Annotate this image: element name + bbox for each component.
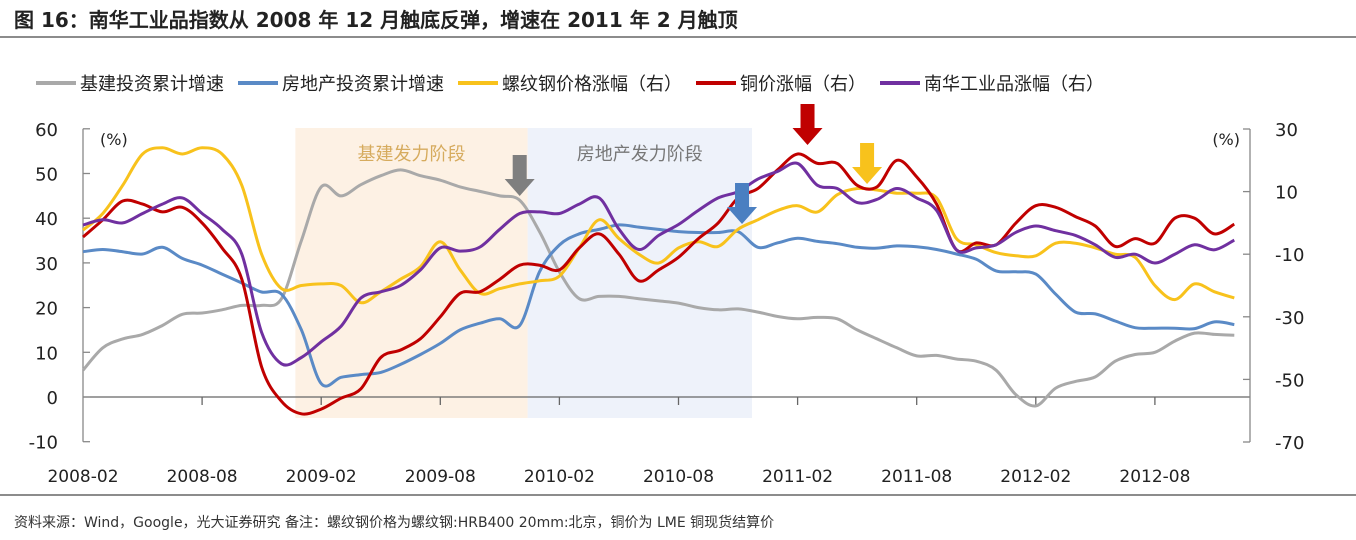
x-tick-label: 2010-08: [643, 467, 714, 487]
left-tick-label: 0: [47, 388, 58, 409]
legend-swatch: [458, 81, 498, 85]
left-tick-label: 30: [35, 254, 58, 275]
series-line-rebar: [82, 146, 1235, 305]
left-tick-label: 50: [35, 165, 58, 186]
series-line-nanhua: [82, 161, 1236, 367]
legend-swatch: [36, 81, 76, 85]
legend-label: 螺纹钢价格涨幅（右）: [502, 74, 682, 95]
x-tick-label: 2008-08: [167, 467, 238, 487]
legend-label: 南华工业品涨幅（右）: [924, 74, 1104, 95]
left-tick-label: 60: [35, 120, 58, 141]
stage-band: [527, 128, 752, 418]
left-tick-label: 20: [35, 299, 58, 320]
right-tick-label: 10: [1275, 183, 1298, 204]
down-arrow-icon: [852, 143, 883, 184]
legend-swatch: [696, 81, 736, 85]
x-tick-label: 2011-02: [762, 467, 833, 487]
x-tick-label: 2012-02: [1000, 467, 1071, 487]
right-tick-label: -10: [1275, 245, 1304, 266]
legend-label: 基建投资累计增速: [80, 74, 224, 95]
left-tick-label: 40: [35, 209, 58, 230]
legend-item: 铜价涨幅（右）: [696, 70, 866, 96]
right-tick-label: -50: [1275, 370, 1304, 391]
series-line-real-estate: [82, 223, 1235, 388]
chart-legend: 基建投资累计增速 房地产投资累计增速 螺纹钢价格涨幅（右） 铜价涨幅（右） 南华…: [36, 70, 1104, 96]
x-tick-label: 2012-08: [1119, 467, 1190, 487]
right-tick-label: -70: [1275, 433, 1304, 454]
legend-item: 螺纹钢价格涨幅（右）: [458, 70, 682, 96]
x-tick-label: 2011-08: [881, 467, 952, 487]
x-tick-label: 2009-08: [405, 467, 476, 487]
series-line-infrastructure: [81, 168, 1235, 408]
x-tick-label: 2010-02: [524, 467, 595, 487]
legend-swatch: [880, 81, 920, 85]
left-axis-unit: (%): [100, 130, 128, 149]
stage-label: 基建发力阶段: [358, 144, 466, 165]
legend-swatch: [238, 81, 278, 85]
left-tick-label: 10: [35, 343, 58, 364]
right-axis-unit: (%): [1212, 130, 1240, 149]
left-tick-label: -10: [29, 433, 58, 454]
figure-title: 图 16：南华工业品指数从 2008 年 12 月触底反弹，增速在 2011 年…: [14, 8, 738, 32]
right-tick-label: 30: [1275, 120, 1298, 141]
footer-divider: [0, 494, 1356, 496]
series-line-copper: [82, 152, 1236, 416]
legend-item: 基建投资累计增速: [36, 70, 224, 96]
x-tick-label: 2009-02: [286, 467, 357, 487]
legend-label: 房地产投资累计增速: [282, 74, 444, 95]
down-arrow-icon: [504, 155, 535, 196]
legend-label: 铜价涨幅（右）: [740, 74, 866, 95]
source-note: 资料来源：Wind，Google，光大证券研究 备注：螺纹钢价格为螺纹钢:HRB…: [14, 515, 775, 531]
right-tick-label: -30: [1275, 308, 1304, 329]
stage-label: 房地产发力阶段: [577, 144, 703, 165]
down-arrow-icon: [727, 183, 758, 224]
title-divider: [0, 36, 1356, 38]
legend-item: 房地产投资累计增速: [238, 70, 444, 96]
down-arrow-icon: [792, 104, 823, 145]
legend-item: 南华工业品涨幅（右）: [880, 70, 1104, 96]
x-tick-label: 2008-02: [47, 467, 118, 487]
